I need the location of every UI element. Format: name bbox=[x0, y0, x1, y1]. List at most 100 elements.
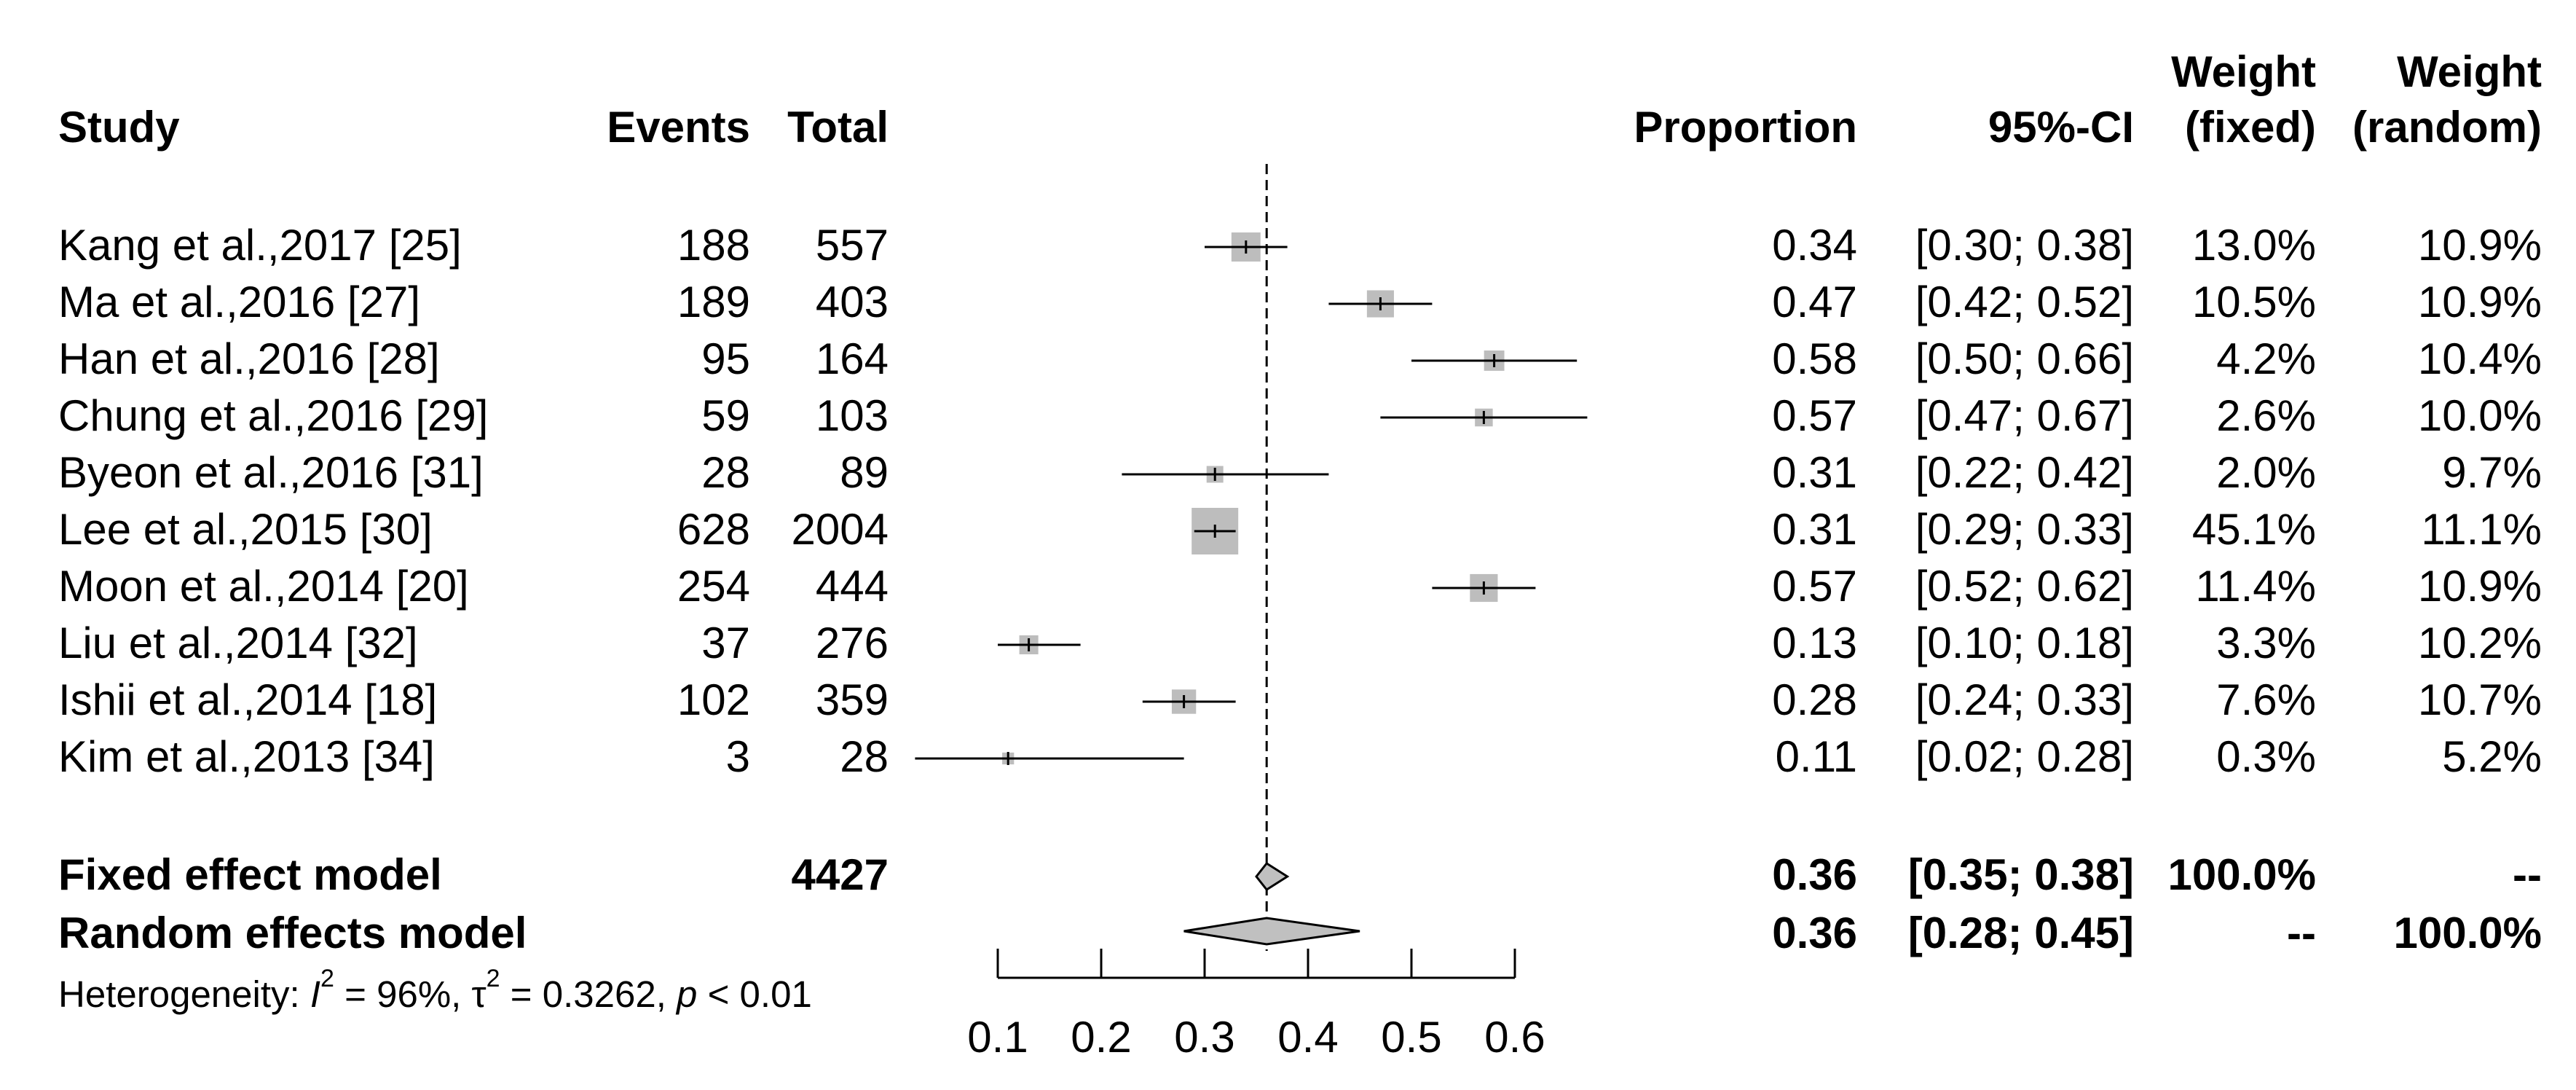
ci-value: [0.47; 0.67] bbox=[1915, 391, 2134, 440]
header-fixed: (fixed) bbox=[2185, 103, 2316, 152]
fixed-effect-ci: [0.35; 0.38] bbox=[1907, 850, 2134, 899]
weight-fixed-value: 4.2% bbox=[2216, 334, 2316, 383]
header-random: (random) bbox=[2352, 103, 2542, 152]
proportion-value: 0.58 bbox=[1772, 334, 1857, 383]
study-name: Byeon et al.,2016 [31] bbox=[58, 448, 484, 497]
events-value: 189 bbox=[677, 278, 750, 326]
header-total: Total bbox=[787, 103, 889, 152]
fixed-effect-total: 4427 bbox=[791, 850, 889, 899]
fixed-effect-proportion: 0.36 bbox=[1772, 850, 1857, 899]
ci-value: [0.02; 0.28] bbox=[1915, 732, 2134, 781]
total-value: 276 bbox=[815, 619, 889, 667]
weight-fixed-value: 7.6% bbox=[2216, 675, 2316, 724]
proportion-value: 0.31 bbox=[1772, 505, 1857, 554]
weight-fixed-value: 0.3% bbox=[2216, 732, 2316, 781]
total-value: 359 bbox=[815, 675, 889, 724]
proportion-value: 0.47 bbox=[1772, 278, 1857, 326]
study-name: Moon et al.,2014 [20] bbox=[58, 562, 469, 611]
header-events: Events bbox=[607, 103, 750, 152]
heterogeneity-prefix: Heterogeneity: bbox=[58, 973, 310, 1015]
ci-value: [0.42; 0.52] bbox=[1915, 278, 2134, 326]
header-ci: 95%-CI bbox=[1988, 103, 2134, 152]
fixed-effect-weight-random: -- bbox=[2513, 850, 2542, 899]
total-value: 89 bbox=[840, 448, 889, 497]
ci-value: [0.30; 0.38] bbox=[1915, 221, 2134, 270]
random-effects-ci: [0.28; 0.45] bbox=[1907, 909, 2134, 957]
events-value: 188 bbox=[677, 221, 750, 270]
study-name: Liu et al.,2014 [32] bbox=[58, 619, 418, 667]
study-name: Han et al.,2016 [28] bbox=[58, 334, 440, 383]
random-effects-weight-fixed: -- bbox=[2287, 909, 2316, 957]
ci-value: [0.22; 0.42] bbox=[1915, 448, 2134, 497]
ci-value: [0.52; 0.62] bbox=[1915, 562, 2134, 611]
study-name: Lee et al.,2015 [30] bbox=[58, 505, 433, 554]
weight-random-value: 10.2% bbox=[2417, 619, 2542, 667]
p-value: < 0.01 bbox=[697, 973, 812, 1015]
events-value: 3 bbox=[725, 732, 750, 781]
p-symbol: p bbox=[677, 973, 698, 1015]
weight-random-value: 10.4% bbox=[2417, 334, 2542, 383]
study-name: Ma et al.,2016 [27] bbox=[58, 278, 420, 326]
header-weight-fixed: Weight bbox=[2171, 47, 2316, 96]
weight-fixed-value: 2.6% bbox=[2216, 391, 2316, 440]
total-value: 2004 bbox=[791, 505, 889, 554]
weight-random-value: 10.9% bbox=[2417, 562, 2542, 611]
events-value: 628 bbox=[677, 505, 750, 554]
ci-value: [0.29; 0.33] bbox=[1915, 505, 2134, 554]
total-value: 164 bbox=[815, 334, 889, 383]
random-effects-diamond bbox=[1183, 917, 1360, 946]
proportion-value: 0.57 bbox=[1772, 391, 1857, 440]
random-effects-weight-random: 100.0% bbox=[2393, 909, 2542, 957]
x-axis-tick-label: 0.3 bbox=[1174, 1013, 1234, 1062]
weight-fixed-value: 11.4% bbox=[2195, 562, 2316, 611]
weight-random-value: 10.9% bbox=[2417, 278, 2542, 326]
x-axis-tick-label: 0.5 bbox=[1381, 1013, 1441, 1062]
weight-fixed-value: 2.0% bbox=[2216, 448, 2316, 497]
study-name: Kim et al.,2013 [34] bbox=[58, 732, 435, 781]
proportion-value: 0.57 bbox=[1772, 562, 1857, 611]
total-value: 557 bbox=[815, 221, 889, 270]
ci-value: [0.10; 0.18] bbox=[1915, 619, 2134, 667]
weight-random-value: 10.9% bbox=[2417, 221, 2542, 270]
weight-fixed-value: 45.1% bbox=[2191, 505, 2316, 554]
i-exponent: 2 bbox=[320, 965, 334, 992]
ci-value: [0.24; 0.33] bbox=[1915, 675, 2134, 724]
total-value: 103 bbox=[815, 391, 889, 440]
i-value: = 96%, bbox=[334, 973, 472, 1015]
events-value: 28 bbox=[701, 448, 750, 497]
weight-fixed-value: 3.3% bbox=[2216, 619, 2316, 667]
fixed-effect-label: Fixed effect model bbox=[58, 850, 442, 899]
header-study: Study bbox=[58, 103, 180, 152]
proportion-value: 0.34 bbox=[1772, 221, 1857, 270]
header-weight-random: Weight bbox=[2397, 47, 2542, 96]
x-axis-tick-label: 0.1 bbox=[967, 1013, 1028, 1062]
total-value: 28 bbox=[840, 732, 889, 781]
ci-value: [0.50; 0.66] bbox=[1915, 334, 2134, 383]
events-value: 95 bbox=[701, 334, 750, 383]
tau-exponent: 2 bbox=[486, 965, 500, 992]
tau-value: = 0.3262, bbox=[500, 973, 677, 1015]
random-effects-proportion: 0.36 bbox=[1772, 909, 1857, 957]
proportion-value: 0.11 bbox=[1775, 732, 1857, 781]
fixed-effect-diamond bbox=[1255, 862, 1290, 891]
weight-random-value: 10.7% bbox=[2417, 675, 2542, 724]
x-axis-tick-label: 0.6 bbox=[1484, 1013, 1545, 1062]
weight-fixed-value: 10.5% bbox=[2191, 278, 2316, 326]
study-name: Ishii et al.,2014 [18] bbox=[58, 675, 438, 724]
events-value: 37 bbox=[701, 619, 750, 667]
events-value: 102 bbox=[677, 675, 750, 724]
i-symbol: I bbox=[310, 973, 321, 1015]
proportion-value: 0.31 bbox=[1772, 448, 1857, 497]
heterogeneity-note: Heterogeneity: I2 = 96%, τ2 = 0.3262, p … bbox=[58, 966, 812, 1016]
weight-random-value: 9.7% bbox=[2442, 448, 2542, 497]
random-effects-label: Random effects model bbox=[58, 909, 527, 957]
fixed-effect-weight-fixed: 100.0% bbox=[2167, 850, 2317, 899]
weight-random-value: 5.2% bbox=[2442, 732, 2542, 781]
header-proportion: Proportion bbox=[1634, 103, 1857, 152]
events-value: 59 bbox=[701, 391, 750, 440]
x-axis-tick-label: 0.2 bbox=[1071, 1013, 1131, 1062]
total-value: 444 bbox=[815, 562, 889, 611]
tau-symbol: τ bbox=[471, 973, 487, 1015]
weight-random-value: 10.0% bbox=[2417, 391, 2542, 440]
